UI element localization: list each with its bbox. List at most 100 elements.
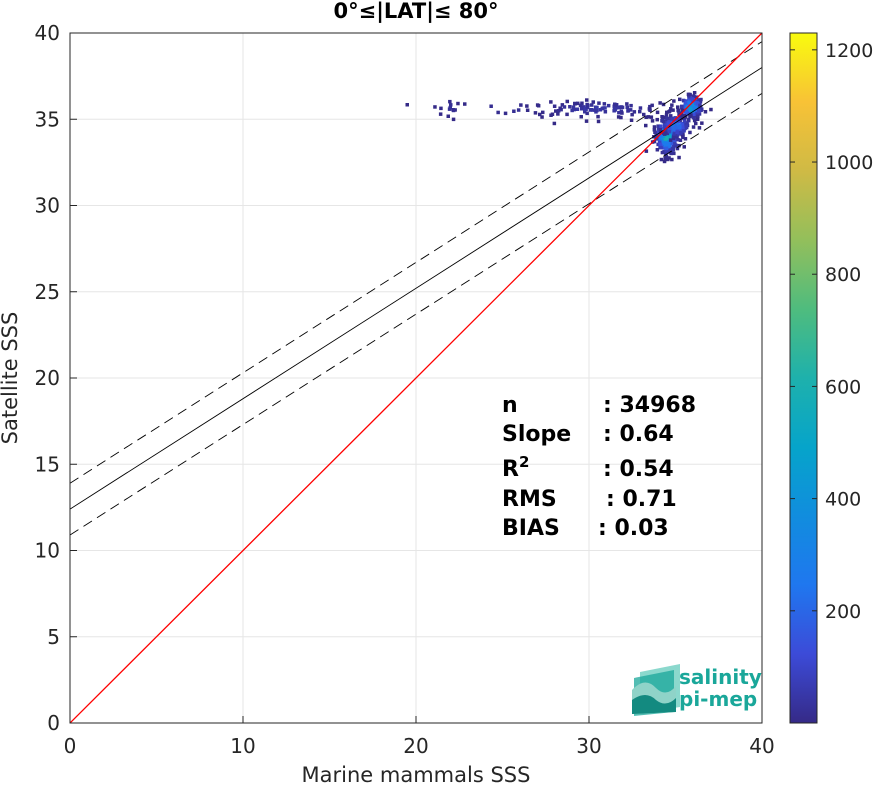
colorbar-tick-label: 800 (825, 264, 861, 286)
density-cell (558, 106, 562, 110)
density-cell (540, 115, 544, 119)
density-cell (678, 124, 682, 128)
density-cell (451, 108, 455, 112)
density-cell (657, 140, 662, 145)
density-cell (448, 105, 452, 110)
density-cell (646, 115, 651, 119)
density-cell (661, 139, 666, 143)
density-cell (671, 134, 676, 139)
density-cell (670, 117, 674, 121)
density-cell (648, 108, 652, 112)
density-cell (680, 113, 684, 117)
density-cell (666, 144, 671, 149)
density-cell (655, 110, 660, 115)
density-cell (694, 121, 698, 126)
regression-line (70, 67, 762, 510)
density-cell (512, 109, 516, 113)
density-cell (667, 109, 672, 113)
density-cell (451, 117, 456, 122)
density-cell (691, 125, 696, 129)
density-cell (578, 103, 583, 108)
density-cell (666, 150, 670, 154)
density-cell (659, 145, 663, 150)
density-cell (625, 105, 629, 110)
stat-label: R2 (502, 453, 529, 482)
density-cell (675, 135, 679, 139)
density-cell (666, 138, 670, 142)
density-cell (659, 157, 664, 162)
density-cell (684, 110, 689, 114)
density-cell (675, 146, 680, 151)
y-tick-label: 25 (35, 280, 60, 304)
density-cell (687, 96, 691, 100)
density-cell (671, 146, 675, 151)
density-cell (655, 135, 659, 139)
density-cell (658, 128, 662, 132)
density-cell (689, 103, 694, 107)
density-cell (595, 105, 599, 110)
stat-value: : 34968 (603, 393, 696, 418)
y-tick-label: 35 (35, 107, 60, 131)
density-cell (674, 125, 678, 129)
density-cell (687, 118, 691, 123)
colorbar-tick-label: 200 (825, 601, 861, 623)
density-cell (591, 108, 595, 112)
density-cell (565, 99, 569, 104)
density-cell (676, 137, 680, 142)
density-cell (652, 139, 657, 144)
density-cell (614, 103, 619, 107)
x-tick-label: 10 (230, 734, 255, 758)
density-cell (565, 112, 569, 117)
density-cell (568, 105, 572, 109)
density-cell (664, 119, 668, 124)
density-cell (619, 115, 623, 120)
density-cell (662, 115, 667, 119)
density-cell (678, 97, 682, 102)
density-cell (572, 107, 576, 111)
density-cell (541, 110, 545, 115)
density-cell (682, 99, 686, 103)
density-cell (585, 98, 589, 102)
density-cell (691, 116, 696, 120)
x-tick-label: 30 (576, 734, 601, 758)
density-cell (656, 142, 660, 147)
density-cell (656, 126, 661, 130)
density-cell (682, 145, 686, 149)
y-tick-label: 10 (35, 539, 60, 563)
density-cell (549, 100, 553, 104)
density-cell (677, 143, 681, 148)
stat-label: Slope (502, 422, 571, 447)
density-cell (439, 106, 443, 111)
density-cell (617, 105, 621, 110)
density-cell (642, 112, 646, 117)
density-cell (650, 103, 654, 108)
stat-value: : 0.54 (603, 457, 674, 482)
density-cell (596, 114, 600, 119)
density-cell (525, 104, 529, 108)
density-cell (598, 108, 603, 112)
density-cell (681, 126, 685, 130)
logo-line1: salinity (679, 665, 762, 689)
density-cell (697, 98, 701, 102)
density-cell (644, 149, 649, 153)
density-cell (682, 114, 687, 118)
density-cell (557, 109, 561, 113)
density-cell (660, 115, 664, 119)
density-cell (665, 131, 670, 136)
density-cell (602, 102, 607, 106)
density-cell (668, 146, 673, 150)
density-cell (613, 102, 617, 106)
density-cell (600, 106, 604, 111)
density-cell (685, 103, 689, 107)
density-cell (689, 113, 693, 117)
density-cell (661, 136, 665, 141)
density-cell (632, 110, 637, 114)
density-cell (580, 101, 584, 105)
density-cell (575, 107, 580, 111)
density-cell (660, 150, 665, 155)
stat-label: BIAS (502, 516, 560, 541)
x-tick-label: 40 (749, 734, 774, 758)
density-cell (538, 112, 542, 117)
x-axis-ticks: 0 10 20 30 40 (64, 716, 775, 758)
density-cell (585, 111, 589, 116)
